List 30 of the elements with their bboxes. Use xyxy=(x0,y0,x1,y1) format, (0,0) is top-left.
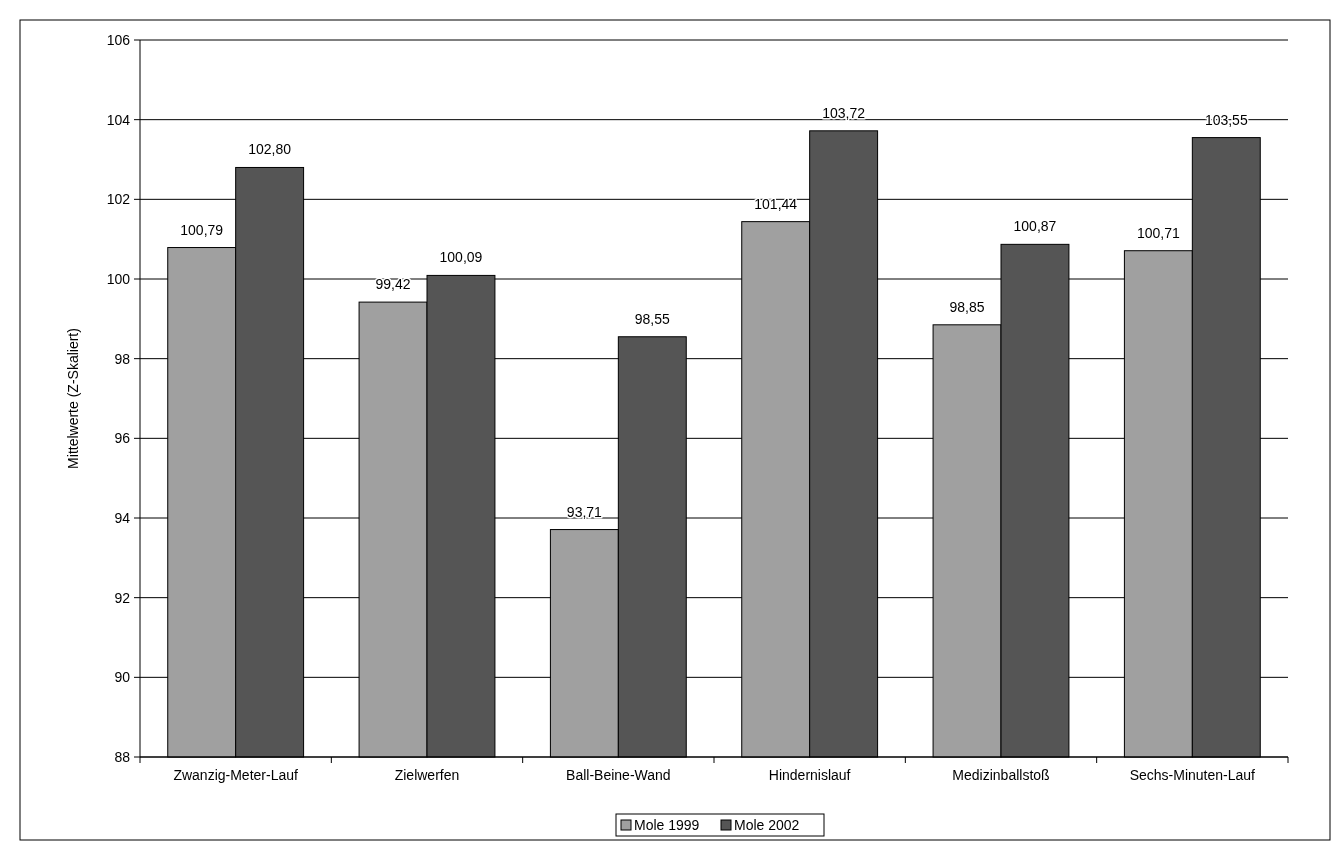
x-tick-label: Hindernislauf xyxy=(768,767,851,783)
data-label: 100,79 xyxy=(180,221,224,238)
data-label: 93,71 xyxy=(566,503,603,520)
data-label: 103,72 xyxy=(822,104,866,121)
data-label: 99,42 xyxy=(375,276,411,293)
data-label: 101,44 xyxy=(754,195,798,212)
x-tick-label: Ball-Beine-Wand xyxy=(566,767,671,783)
data-label: 100,09 xyxy=(439,249,483,266)
x-tick-label: Zielwerfen xyxy=(394,767,460,783)
y-tick-label: 88 xyxy=(114,748,131,765)
data-label: 98,55 xyxy=(634,310,671,327)
y-tick-label: 98 xyxy=(114,350,131,367)
data-label: 100,87 xyxy=(1013,218,1057,235)
y-tick-label: 94 xyxy=(114,509,131,526)
y-tick-label: 92 xyxy=(114,589,131,606)
y-tick-label: 102 xyxy=(106,191,131,208)
data-label: 102,80 xyxy=(248,141,292,158)
y-tick-label: 100 xyxy=(106,270,131,287)
legend-label: Mole 2002 xyxy=(734,816,800,833)
y-tick-label: 96 xyxy=(114,430,131,447)
legend-label: Mole 1999 xyxy=(634,816,700,833)
y-tick-label: 90 xyxy=(114,669,131,686)
data-label: 100,71 xyxy=(1136,224,1180,241)
y-tick-label: 104 xyxy=(106,111,131,128)
y-tick-label: 106 xyxy=(106,31,131,48)
y-axis-title: Mittelwerte (Z-Skaliert) xyxy=(65,328,81,469)
x-tick-label: Medizinballstoß xyxy=(952,767,1050,783)
x-tick-label: Zwanzig-Meter-Lauf xyxy=(173,767,299,783)
x-tick-label: Sechs-Minuten-Lauf xyxy=(1129,767,1256,783)
data-label: 98,85 xyxy=(949,298,985,315)
